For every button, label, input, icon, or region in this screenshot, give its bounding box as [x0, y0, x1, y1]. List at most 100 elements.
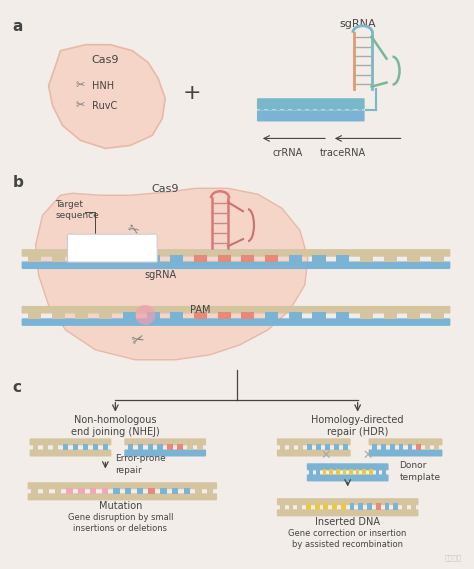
- FancyBboxPatch shape: [124, 438, 206, 446]
- Bar: [63, 444, 68, 451]
- Bar: [103, 444, 108, 451]
- Bar: [367, 504, 372, 510]
- Bar: [148, 488, 155, 494]
- Text: Cas9: Cas9: [152, 184, 179, 194]
- Bar: [170, 312, 183, 319]
- Bar: [393, 504, 398, 510]
- Text: ✂: ✂: [76, 81, 85, 90]
- Text: Non-homologous
end joining (NHEJ): Non-homologous end joining (NHEJ): [71, 415, 160, 437]
- FancyBboxPatch shape: [22, 306, 450, 314]
- FancyBboxPatch shape: [369, 438, 442, 446]
- Bar: [113, 488, 120, 494]
- Bar: [177, 444, 183, 451]
- Bar: [336, 255, 349, 262]
- Bar: [298, 444, 303, 451]
- Bar: [431, 255, 444, 262]
- Bar: [268, 98, 272, 110]
- Bar: [384, 504, 389, 510]
- FancyBboxPatch shape: [27, 493, 217, 500]
- Text: Mutation: Mutation: [99, 501, 142, 512]
- Bar: [157, 444, 163, 451]
- Bar: [417, 444, 421, 451]
- Bar: [333, 98, 337, 110]
- Bar: [66, 488, 73, 494]
- Text: Inserted DNA: Inserted DNA: [315, 517, 380, 527]
- Bar: [332, 504, 337, 510]
- FancyBboxPatch shape: [124, 450, 206, 456]
- Bar: [147, 444, 153, 451]
- Bar: [265, 255, 278, 262]
- Text: a: a: [13, 19, 23, 34]
- Text: sgRNA: sgRNA: [144, 270, 176, 280]
- Bar: [52, 255, 65, 262]
- Text: traceRNA: traceRNA: [319, 149, 365, 158]
- Bar: [343, 469, 346, 475]
- FancyBboxPatch shape: [257, 98, 365, 109]
- Bar: [78, 488, 84, 494]
- Bar: [101, 488, 108, 494]
- Bar: [410, 504, 416, 510]
- FancyBboxPatch shape: [277, 498, 419, 505]
- Bar: [123, 312, 136, 319]
- Bar: [435, 444, 439, 451]
- Bar: [390, 444, 394, 451]
- Text: RuvC: RuvC: [92, 101, 118, 110]
- Bar: [172, 488, 178, 494]
- Bar: [280, 504, 285, 510]
- Bar: [325, 444, 330, 451]
- Bar: [369, 469, 373, 475]
- Text: ✕: ✕: [362, 449, 373, 462]
- Bar: [297, 504, 302, 510]
- Bar: [187, 444, 193, 451]
- Bar: [75, 312, 89, 319]
- FancyBboxPatch shape: [257, 110, 365, 121]
- Bar: [218, 312, 231, 319]
- Bar: [31, 488, 38, 494]
- Bar: [289, 444, 294, 451]
- Bar: [323, 504, 328, 510]
- Bar: [289, 312, 302, 319]
- Bar: [75, 255, 89, 262]
- Text: ✂: ✂: [76, 101, 85, 110]
- Bar: [73, 444, 78, 451]
- Bar: [125, 488, 131, 494]
- FancyBboxPatch shape: [22, 318, 450, 326]
- Bar: [43, 444, 48, 451]
- Bar: [170, 255, 183, 262]
- Bar: [99, 255, 112, 262]
- Bar: [218, 255, 231, 262]
- Bar: [329, 469, 333, 475]
- Bar: [146, 255, 160, 262]
- Bar: [360, 255, 373, 262]
- FancyBboxPatch shape: [22, 249, 450, 257]
- Bar: [381, 444, 385, 451]
- FancyBboxPatch shape: [277, 509, 419, 516]
- Bar: [207, 488, 213, 494]
- Bar: [160, 488, 166, 494]
- Bar: [316, 444, 321, 451]
- Bar: [183, 488, 190, 494]
- Bar: [383, 255, 397, 262]
- Text: sgRNA: sgRNA: [339, 19, 376, 29]
- FancyBboxPatch shape: [277, 438, 351, 446]
- Bar: [146, 312, 160, 319]
- Bar: [431, 312, 444, 319]
- Text: Target
sequence: Target sequence: [55, 200, 99, 220]
- Bar: [408, 444, 412, 451]
- Bar: [289, 255, 302, 262]
- Bar: [383, 469, 386, 475]
- Text: Error-prone
repair: Error-prone repair: [115, 455, 166, 475]
- Bar: [310, 469, 313, 475]
- FancyBboxPatch shape: [22, 262, 450, 269]
- Bar: [316, 469, 319, 475]
- Bar: [407, 312, 420, 319]
- Text: ✕: ✕: [320, 449, 331, 462]
- Text: PAM: PAM: [190, 305, 210, 315]
- Text: ✂: ✂: [130, 331, 146, 349]
- Bar: [341, 98, 346, 110]
- Bar: [356, 469, 359, 475]
- Polygon shape: [36, 188, 308, 360]
- Bar: [280, 444, 285, 451]
- Bar: [360, 312, 373, 319]
- Bar: [128, 444, 133, 451]
